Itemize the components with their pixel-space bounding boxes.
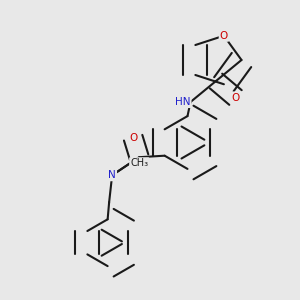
Text: HN: HN bbox=[175, 97, 190, 107]
Text: O: O bbox=[129, 133, 137, 143]
Text: O: O bbox=[231, 92, 240, 103]
Text: CH₃: CH₃ bbox=[130, 158, 148, 168]
Text: N: N bbox=[108, 170, 116, 180]
Text: O: O bbox=[220, 31, 228, 41]
